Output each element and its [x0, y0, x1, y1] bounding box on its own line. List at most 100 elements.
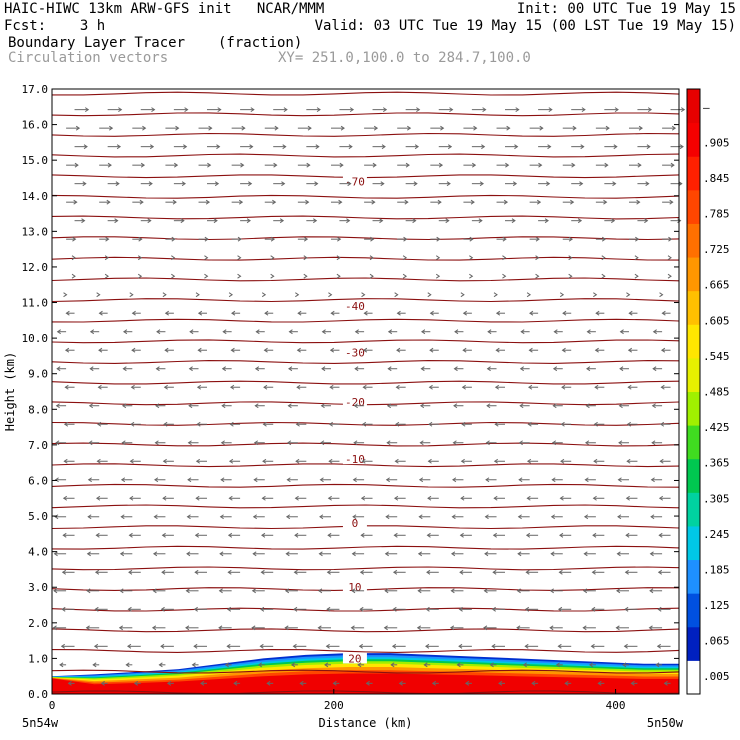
- vector-arrowhead: [361, 458, 366, 464]
- colorbar-swatch: [687, 122, 700, 157]
- vector-arrowhead: [116, 144, 122, 150]
- vector-arrowhead: [290, 662, 296, 668]
- vector-arrowhead: [394, 292, 399, 298]
- vector-arrowhead: [188, 403, 193, 409]
- field-units: (fraction): [218, 35, 303, 51]
- vector-arrowhead: [427, 292, 432, 298]
- vector-arrowhead: [131, 310, 136, 316]
- vector-arrowhead: [217, 107, 222, 113]
- vector-arrowhead: [526, 458, 532, 464]
- vector-arrowhead: [614, 107, 619, 113]
- vector-arrowhead: [270, 236, 275, 242]
- vector-arrowhead: [82, 181, 87, 187]
- vector-arrowhead: [522, 662, 527, 668]
- vector-arrowhead: [612, 181, 617, 187]
- vector-arrowhead: [98, 347, 103, 353]
- vector-arrowhead: [127, 643, 132, 649]
- vector-arrowhead: [220, 477, 225, 483]
- vector-arrowhead: [604, 162, 609, 168]
- vector-arrowhead: [416, 625, 422, 631]
- vector-arrowhead: [405, 162, 410, 168]
- vector-arrowhead: [354, 366, 359, 372]
- vector-arrowhead: [96, 458, 101, 464]
- colorbar-label: .065: [703, 635, 730, 648]
- vector-field-name: Circulation vectors: [8, 50, 169, 66]
- vector-arrowhead: [259, 643, 264, 649]
- vector-arrowhead: [252, 514, 258, 520]
- vector-arrowhead: [279, 218, 285, 224]
- vector-arrowhead: [416, 107, 421, 113]
- vector-arrowhead: [462, 310, 468, 316]
- vector-arrowhead: [226, 643, 231, 649]
- vector-arrowhead: [89, 366, 94, 372]
- vector-arrowhead: [140, 162, 146, 168]
- vector-arrowhead: [270, 273, 275, 279]
- vector-arrowhead: [516, 625, 521, 631]
- vector-arrowhead: [667, 255, 672, 261]
- vector-arrowhead: [617, 477, 622, 483]
- vector-arrowhead: [54, 514, 59, 520]
- vector-arrowhead: [339, 162, 344, 168]
- vector-arrowhead: [469, 255, 474, 261]
- vector-arrowhead: [184, 107, 189, 113]
- y-tick-label: 17.0: [22, 83, 49, 96]
- vector-arrowhead: [420, 366, 425, 372]
- colorbar-swatch: [687, 223, 700, 258]
- vector-arrowhead: [451, 514, 456, 520]
- vector-arrowhead: [562, 310, 567, 316]
- vector-arrowhead: [204, 255, 209, 261]
- vector-arrowhead: [249, 144, 254, 150]
- vector-arrowhead: [293, 606, 298, 612]
- vector-arrowhead: [526, 495, 531, 501]
- vector-arrowhead: [552, 366, 558, 372]
- vector-arrowhead: [194, 532, 199, 538]
- contour-label: -70: [345, 176, 365, 189]
- vector-arrowhead: [262, 421, 267, 427]
- vector-arrowhead: [625, 495, 630, 501]
- vector-arrowhead: [325, 643, 330, 649]
- vector-arrowhead: [502, 236, 507, 242]
- colorbar-swatch: [687, 626, 700, 661]
- vector-arrowhead: [227, 532, 233, 538]
- vector-arrowhead: [314, 181, 319, 187]
- vector-arrowhead: [559, 292, 565, 298]
- vector-arrowhead: [652, 329, 657, 335]
- vector-arrowhead: [668, 236, 673, 242]
- vector-arrowhead: [658, 495, 664, 501]
- vector-arrowhead: [393, 532, 398, 538]
- temperature-contour: [51, 215, 680, 220]
- vector-arrowhead: [384, 588, 389, 594]
- vector-arrowhead: [613, 144, 618, 150]
- vector-arrowhead: [529, 310, 534, 316]
- vector-arrowhead: [183, 144, 188, 150]
- vector-arrowhead: [96, 495, 101, 501]
- vector-arrowhead: [230, 347, 235, 353]
- vector-arrowhead: [618, 440, 623, 446]
- vector-arrowhead: [597, 680, 602, 686]
- vector-arrowhead: [338, 199, 343, 205]
- vector-arrowhead: [164, 347, 169, 353]
- header-valid-time: Valid: 03 UTC Tue 19 May 15 (00 LST Tue …: [314, 18, 736, 34]
- vector-arrowhead: [404, 199, 409, 205]
- vector-arrowhead: [485, 477, 490, 483]
- vector-arrowhead: [527, 421, 532, 427]
- vector-arrowhead: [462, 347, 467, 353]
- vector-arrowhead: [458, 606, 463, 612]
- vector-arrowhead: [373, 125, 379, 131]
- vector-arrowhead: [336, 273, 341, 279]
- vector-arrowhead: [601, 255, 606, 261]
- vector-arrowhead: [626, 458, 631, 464]
- vector-arrowhead: [252, 551, 257, 557]
- vector-arrowhead: [191, 662, 196, 668]
- vector-arrowhead: [115, 181, 120, 187]
- vector-arrowhead: [328, 421, 334, 427]
- vector-arrowhead: [359, 606, 364, 612]
- colorbar-swatch: [687, 357, 700, 392]
- vector-arrowhead: [460, 292, 465, 298]
- vector-arrowhead: [319, 514, 324, 520]
- vector-arrowhead: [326, 606, 331, 612]
- vector-arrowhead: [651, 403, 656, 409]
- vector-arrowhead: [318, 551, 323, 557]
